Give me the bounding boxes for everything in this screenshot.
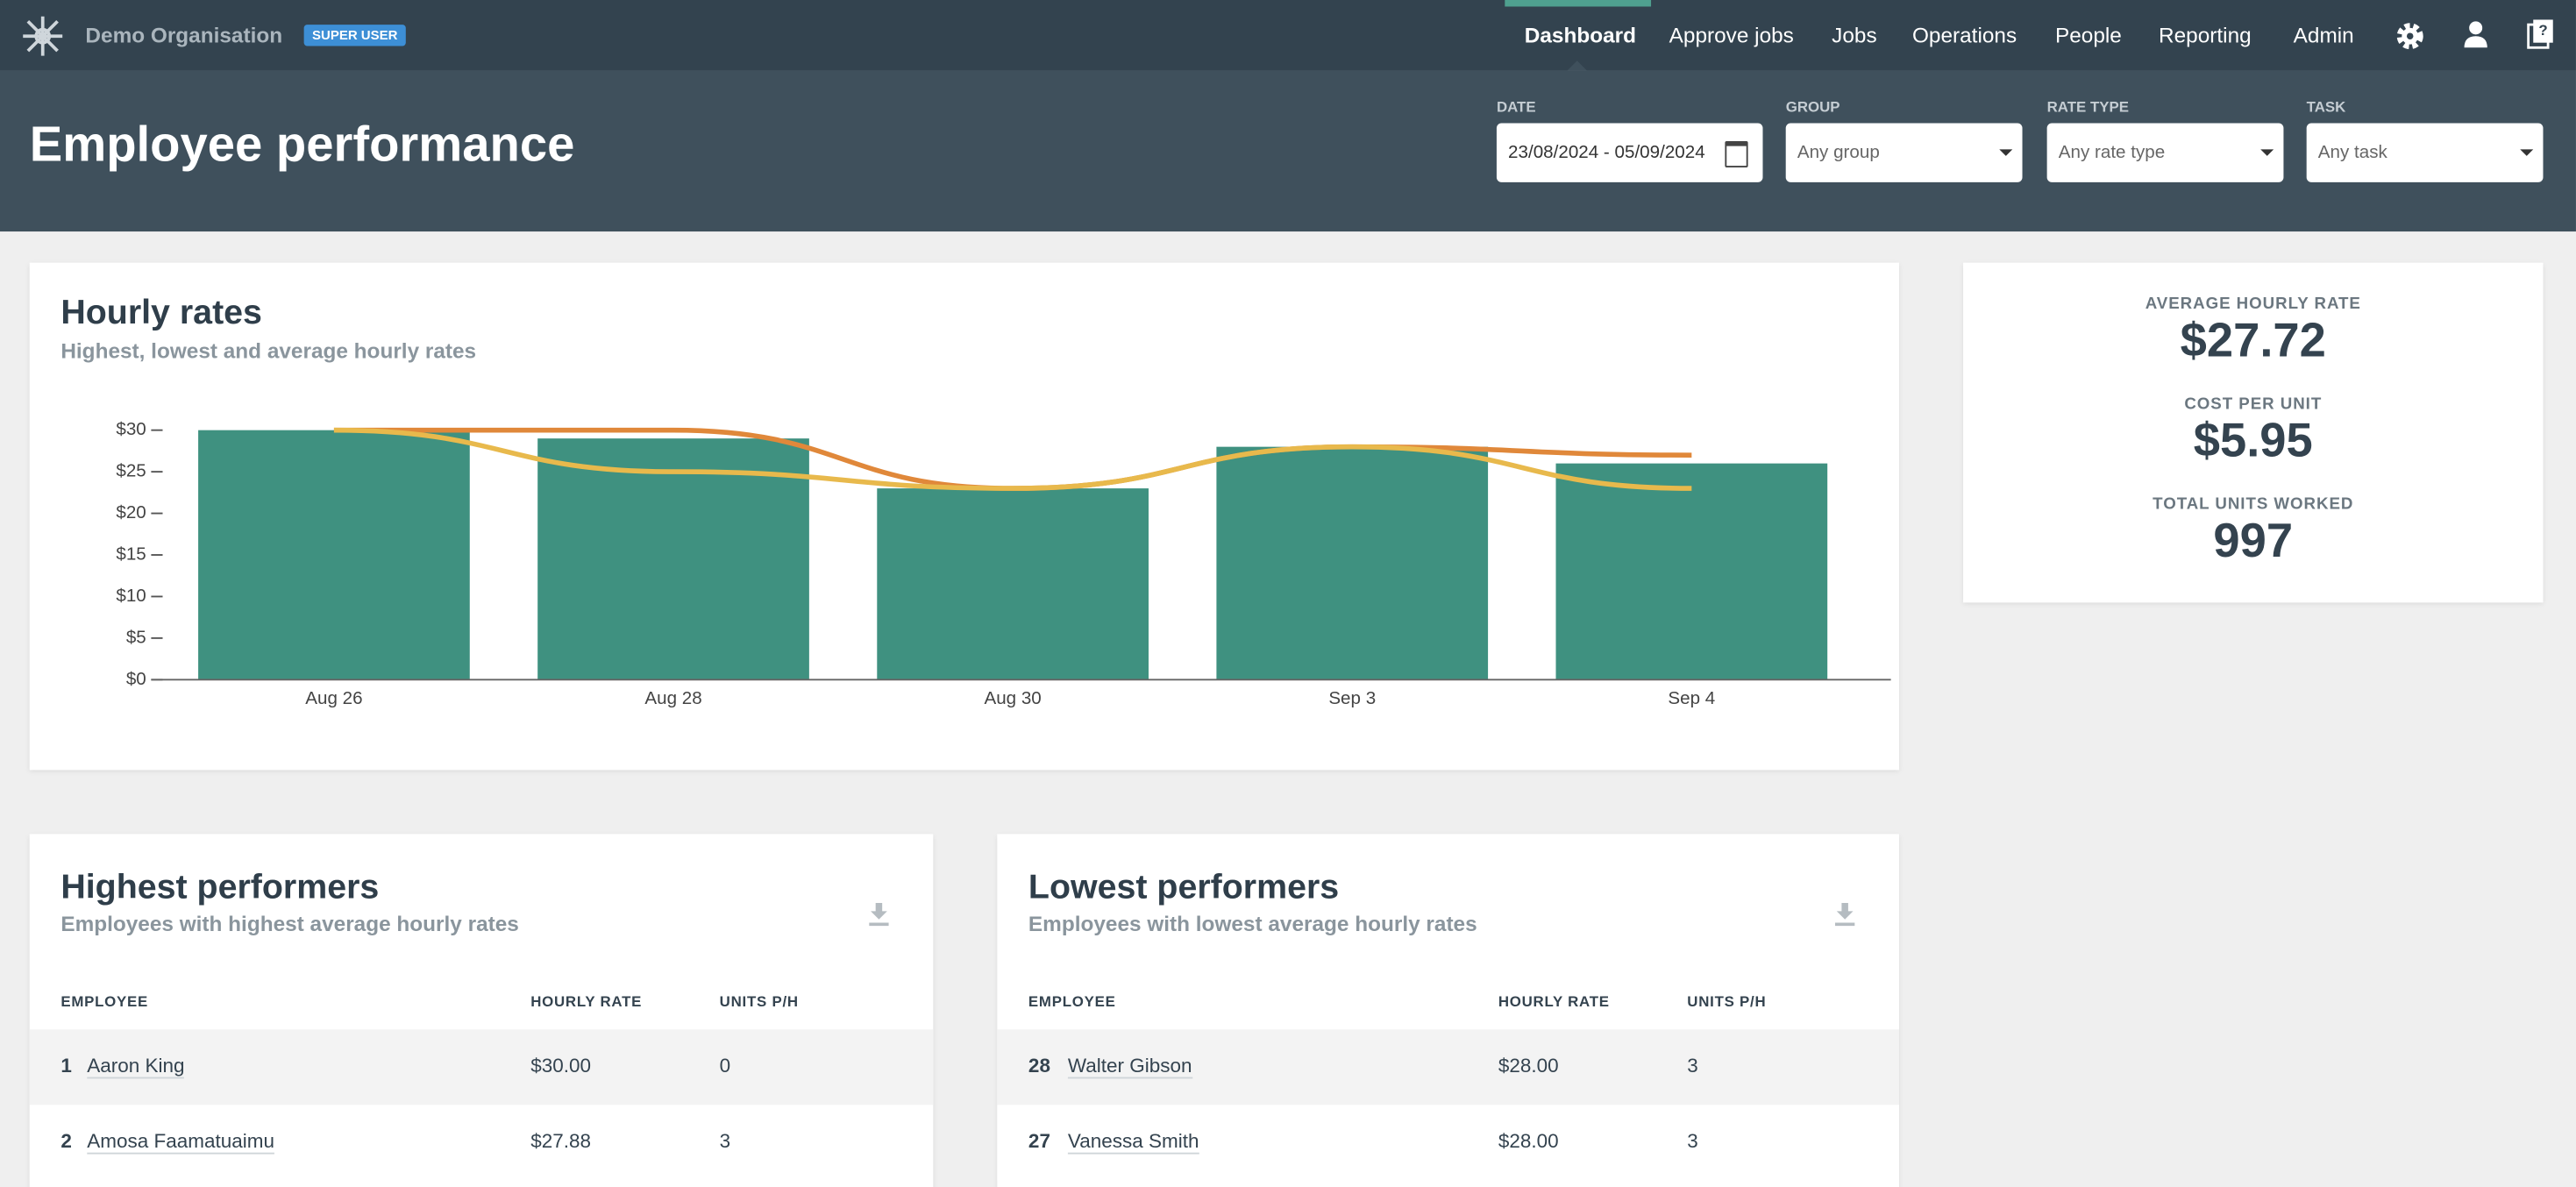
y-tick-label: $20 [116,502,146,522]
bar [1556,464,1828,680]
lowest-performers-card: Lowest performers Employees with lowest a… [997,834,1899,1187]
employee-name[interactable]: Vanessa Smith [1068,1129,1199,1154]
filter-label: TASK [2307,98,2346,115]
filter-input[interactable]: Any task [2307,123,2544,181]
filter-label: RATE TYPE [2047,98,2129,115]
x-tick-label: Aug 28 [644,688,701,708]
hourly-rates-card: Hourly rates Highest, lowest and average… [30,263,1899,771]
employee-name[interactable]: Walter Gibson [1068,1054,1192,1078]
rank: 1 [60,1054,72,1077]
units-per-hour: 3 [1687,1054,1698,1077]
nav-link[interactable]: Operations [1912,23,2017,47]
settings-icon[interactable] [2394,19,2426,52]
filter-label: GROUP [1786,98,1840,115]
calendar-icon [1725,141,1747,167]
download-button[interactable] [1835,903,1854,926]
hourly-rate: $30.00 [530,1054,591,1077]
table-row: 27 Vanessa Smith $28.00 3 [997,1105,1899,1180]
active-notch [1568,60,1587,70]
dropdown-arrow [2260,149,2274,155]
bar [877,488,1149,679]
download-icon [1835,903,1854,926]
y-tick-label: $0 [126,669,146,689]
card-title: Lowest performers [1028,869,1339,908]
stat-value: $5.95 [1963,416,2543,470]
dropdown-arrow [1999,149,2012,155]
y-tick-label: $10 [116,586,146,606]
column-header: HOURLY RATE [1498,993,1610,1010]
top-nav: Demo Organisation SUPER USER ? Dashboard… [0,0,2576,71]
page-header: Employee performance DATE 23/08/2024 - 05… [0,71,2576,232]
filter-value: Any task [2318,143,2506,162]
stat-label: AVERAGE HOURLY RATE [1963,295,2543,314]
stat-label: COST PER UNIT [1963,395,2543,414]
nav-link[interactable]: Approve jobs [1669,23,1794,47]
nav-link[interactable]: Admin [2294,23,2354,47]
rank: 2 [60,1129,72,1152]
chart: $0 $5 $10 $15 $20 $25 $30 Aug 26 Aug 28 Aug 30 Sep… [30,263,1899,771]
filter-input[interactable]: Any group [1786,123,2023,181]
role-badge: SUPER USER [304,25,406,46]
hourly-rate: $28.00 [1498,1054,1559,1077]
units-per-hour: 3 [1687,1129,1698,1152]
x-tick-label: Aug 26 [305,688,362,708]
page-title: Employee performance [30,118,575,174]
column-header: HOURLY RATE [530,993,642,1010]
y-tick-label: $25 [116,461,146,481]
y-tick-label: $30 [116,419,146,439]
table-row: 1 Aaron King $30.00 0 [30,1029,934,1105]
stats-card: AVERAGE HOURLY RATE $27.72 COST PER UNIT $5… [1963,263,2543,603]
logo[interactable] [19,13,65,59]
download-icon [869,903,888,926]
y-tick-label: $5 [126,627,146,647]
stat-value: $27.72 [1963,316,2543,370]
nav-link[interactable]: Dashboard [1525,23,1636,47]
highest-performers-card: Highest performers Employees with highest… [30,834,934,1187]
filter-input[interactable]: Any rate type [2047,123,2284,181]
profile-icon[interactable] [2461,19,2491,49]
org-name: Demo Organisation [85,23,282,47]
svg-text:?: ? [2538,22,2547,39]
nav-link[interactable]: Jobs [1832,23,1876,47]
active-indicator [1505,0,1651,6]
bar [198,430,470,680]
rank: 28 [1028,1054,1050,1077]
x-tick-label: Sep 3 [1328,688,1376,708]
nav-link[interactable]: People [2055,23,2122,47]
stat-label: TOTAL UNITS WORKED [1963,496,2543,515]
y-tick-label: $15 [116,544,146,564]
nav-link[interactable]: Reporting [2159,23,2252,47]
filter-value: Any rate type [2059,143,2246,162]
column-header: EMPLOYEE [60,993,148,1010]
column-header: UNITS P/H [1687,993,1766,1010]
x-tick-label: Aug 30 [984,688,1041,708]
help-icon[interactable]: ? [2527,18,2557,51]
rank: 27 [1028,1129,1050,1152]
filter-label: DATE [1497,98,1536,115]
filter-input[interactable]: 23/08/2024 - 05/09/2024 [1497,123,1763,181]
card-subtitle: Employees with highest average hourly ra… [60,911,519,935]
dropdown-arrow [2520,149,2533,155]
employee-name[interactable]: Amosa Faamatuaimu [87,1129,274,1154]
card-title: Highest performers [60,869,379,908]
filter-value: 23/08/2024 - 05/09/2024 [1508,143,1709,162]
hourly-rate: $28.00 [1498,1129,1559,1152]
download-button[interactable] [869,903,888,926]
column-header: UNITS P/H [720,993,799,1010]
column-header: EMPLOYEE [1028,993,1116,1010]
table-row: 28 Walter Gibson $28.00 3 [997,1029,1899,1105]
units-per-hour: 0 [720,1054,731,1077]
employee-name[interactable]: Aaron King [87,1054,184,1078]
units-per-hour: 3 [720,1129,731,1152]
stat-value: 997 [1963,515,2543,570]
hourly-rate: $27.88 [530,1129,591,1152]
filter-value: Any group [1797,143,1985,162]
card-subtitle: Employees with lowest average hourly rat… [1028,911,1477,935]
bar [1216,447,1488,680]
table-row: 2 Amosa Faamatuaimu $27.88 3 [30,1105,934,1180]
x-tick-label: Sep 4 [1668,688,1715,708]
